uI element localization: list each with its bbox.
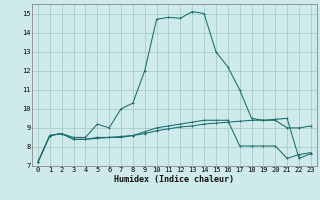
X-axis label: Humidex (Indice chaleur): Humidex (Indice chaleur) — [115, 175, 234, 184]
